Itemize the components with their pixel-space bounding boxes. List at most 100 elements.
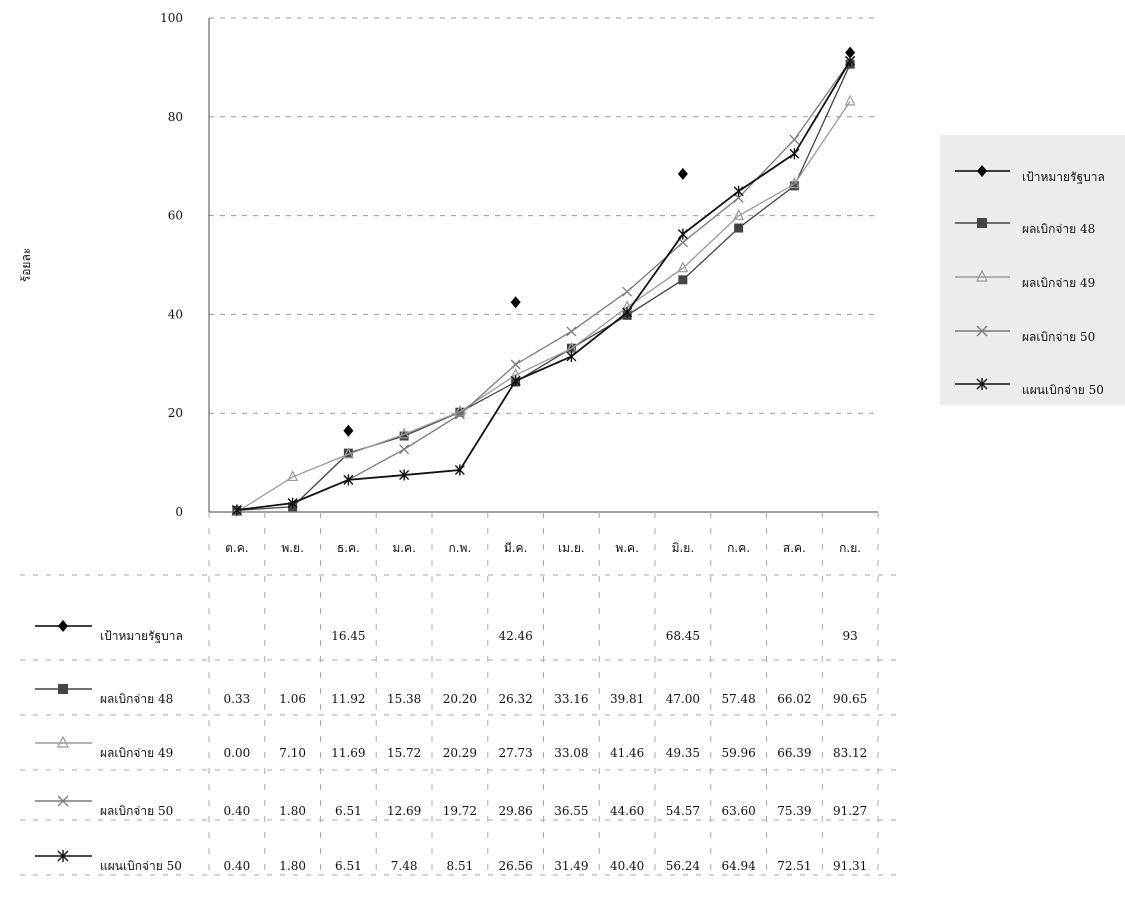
table-row-label: แผนเบิกจ่าย 50 bbox=[100, 859, 182, 873]
data-point bbox=[734, 223, 744, 233]
data-point bbox=[677, 167, 688, 180]
data-label: 90.65 bbox=[833, 692, 867, 706]
legend-panel bbox=[940, 135, 1125, 405]
legend-key-marker bbox=[976, 325, 988, 337]
x-tick-label: พ.ย. bbox=[281, 541, 304, 555]
data-label: 42.46 bbox=[498, 629, 532, 643]
series-line bbox=[236, 63, 851, 512]
data-label: 6.51 bbox=[335, 859, 362, 873]
legend-key-marker bbox=[977, 218, 987, 228]
data-point bbox=[733, 208, 745, 220]
data-point bbox=[566, 326, 577, 337]
data-label: 8.51 bbox=[447, 859, 474, 873]
table-row-label: เป้าหมายรัฐบาล bbox=[100, 629, 183, 643]
data-label: 47.00 bbox=[666, 692, 700, 706]
data-label: 26.32 bbox=[498, 692, 532, 706]
data-label: 83.12 bbox=[833, 746, 867, 760]
data-label: 1.06 bbox=[279, 692, 306, 706]
data-label: 11.92 bbox=[331, 692, 365, 706]
legend-key-marker bbox=[977, 165, 987, 177]
legend-label: ผลเบิกจ่าย 50 bbox=[1022, 330, 1095, 344]
data-label: 56.24 bbox=[666, 859, 701, 873]
data-point bbox=[789, 148, 800, 160]
data-point bbox=[622, 306, 633, 318]
data-label: 33.16 bbox=[554, 692, 588, 706]
data-label: 7.10 bbox=[279, 746, 306, 760]
data-label: 68.45 bbox=[666, 629, 700, 643]
data-label: 6.51 bbox=[335, 804, 362, 818]
data-label: 33.08 bbox=[554, 746, 588, 760]
table-row-key-marker bbox=[58, 684, 68, 694]
data-point bbox=[399, 469, 410, 481]
x-tick-label: ธ.ค. bbox=[337, 541, 360, 555]
data-point bbox=[342, 447, 354, 459]
data-label: 54.57 bbox=[666, 804, 700, 818]
data-point bbox=[788, 177, 800, 189]
x-tick-label: ก.ค. bbox=[727, 541, 750, 555]
data-point bbox=[566, 350, 577, 362]
table-row-key-marker bbox=[57, 850, 69, 862]
data-point bbox=[733, 185, 744, 197]
x-tick-label: ก.ย. bbox=[839, 541, 861, 555]
data-label: 11.69 bbox=[331, 746, 365, 760]
y-axis-label: ร้อยละ bbox=[19, 248, 33, 282]
x-tick-label: ต.ค. bbox=[225, 541, 248, 555]
x-tick-label: มี.ค. bbox=[504, 541, 528, 555]
series-3 bbox=[231, 56, 856, 515]
data-label: 44.60 bbox=[610, 804, 644, 818]
legend-label: ผลเบิกจ่าย 48 bbox=[1022, 222, 1095, 236]
table-row-key-marker bbox=[57, 795, 69, 807]
data-label: 66.02 bbox=[777, 692, 811, 706]
x-tick-label: เม.ย. bbox=[558, 541, 585, 555]
series-line bbox=[236, 60, 851, 511]
data-label: 91.27 bbox=[833, 804, 867, 818]
data-label: 93 bbox=[842, 629, 857, 643]
legend-key-marker bbox=[976, 269, 988, 282]
data-point bbox=[677, 261, 689, 273]
data-point bbox=[287, 470, 299, 482]
y-tick-label: 80 bbox=[168, 110, 183, 124]
data-label: 41.46 bbox=[610, 746, 644, 760]
data-point bbox=[678, 275, 688, 285]
x-tick-label: ส.ค. bbox=[783, 541, 806, 555]
data-label: 59.96 bbox=[721, 746, 755, 760]
data-point bbox=[231, 504, 242, 516]
series-0 bbox=[343, 46, 856, 437]
data-label: 15.38 bbox=[387, 692, 421, 706]
data-label: 57.48 bbox=[721, 692, 755, 706]
data-label: 26.56 bbox=[498, 859, 532, 873]
data-label: 36.55 bbox=[554, 804, 588, 818]
data-point bbox=[398, 427, 410, 439]
data-label: 0.40 bbox=[224, 804, 251, 818]
y-tick-label: 20 bbox=[168, 406, 183, 420]
data-point bbox=[454, 409, 465, 420]
data-label: 72.51 bbox=[777, 859, 811, 873]
table-row-key-marker bbox=[58, 620, 68, 632]
legend-key-marker bbox=[976, 378, 988, 390]
data-label: 0.33 bbox=[224, 692, 251, 706]
data-point bbox=[844, 94, 856, 106]
table-row-key-marker bbox=[57, 735, 69, 748]
data-label: 20.20 bbox=[443, 692, 477, 706]
data-point bbox=[287, 497, 298, 509]
data-label: 27.73 bbox=[498, 746, 532, 760]
data-point bbox=[789, 181, 799, 191]
x-tick-label: มิ.ย. bbox=[672, 541, 695, 555]
table-row-label: ผลเบิกจ่าย 48 bbox=[100, 692, 173, 706]
data-point bbox=[343, 474, 354, 486]
data-label: 19.72 bbox=[443, 804, 477, 818]
table-row-label: ผลเบิกจ่าย 49 bbox=[100, 746, 173, 760]
x-tick-label: พ.ค. bbox=[615, 541, 639, 555]
data-point bbox=[399, 444, 410, 455]
data-label: 16.45 bbox=[331, 629, 365, 643]
series-line bbox=[236, 60, 851, 511]
y-tick-label: 60 bbox=[168, 209, 183, 223]
data-label: 20.29 bbox=[443, 746, 477, 760]
data-point bbox=[399, 431, 409, 441]
y-tick-label: 0 bbox=[175, 505, 183, 519]
x-tick-label: ม.ค. bbox=[392, 541, 416, 555]
data-label: 29.86 bbox=[498, 804, 532, 818]
series-2 bbox=[231, 94, 856, 517]
legend-label: แผนเบิกจ่าย 50 bbox=[1022, 383, 1104, 397]
